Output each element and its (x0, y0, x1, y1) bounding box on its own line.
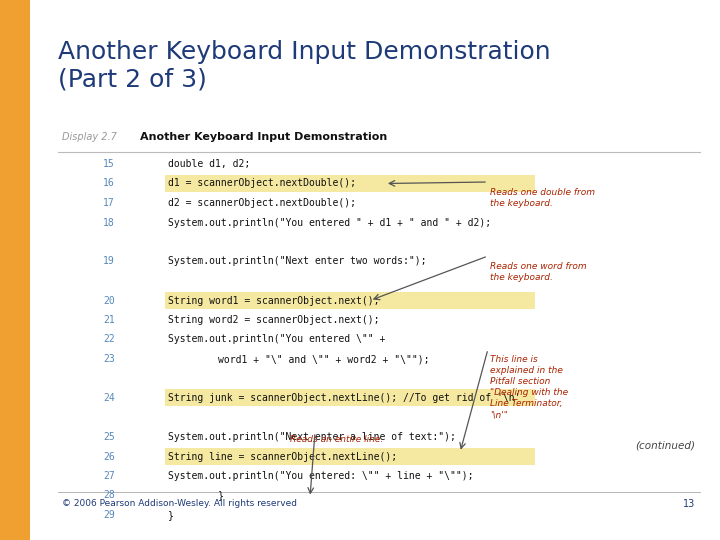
Text: System.out.println("Next enter two words:");: System.out.println("Next enter two words… (168, 256, 426, 267)
Text: 26: 26 (103, 451, 115, 462)
Text: 25: 25 (103, 432, 115, 442)
Text: 23: 23 (103, 354, 115, 364)
Text: 22: 22 (103, 334, 115, 345)
Text: String junk = scannerObject.nextLine(); //To get rid of '\n': String junk = scannerObject.nextLine(); … (168, 393, 521, 403)
Text: Reads an entire line.: Reads an entire line. (290, 435, 383, 444)
Text: This line is
explained in the
Pitfall section
"Dealing with the
Line Terminator,: This line is explained in the Pitfall se… (490, 355, 568, 420)
Text: String line = scannerObject.nextLine();: String line = scannerObject.nextLine(); (168, 451, 397, 462)
Text: Display 2.7: Display 2.7 (62, 132, 117, 142)
Text: 13: 13 (683, 499, 695, 509)
Text: d2 = scannerObject.nextDouble();: d2 = scannerObject.nextDouble(); (168, 198, 356, 208)
Text: 24: 24 (103, 393, 115, 403)
Text: String word1 = scannerObject.next();: String word1 = scannerObject.next(); (168, 295, 379, 306)
Text: System.out.println("You entered " + d1 + " and " + d2);: System.out.println("You entered " + d1 +… (168, 218, 491, 227)
Bar (165, 174, 535, 192)
Text: Another Keyboard Input Demonstration: Another Keyboard Input Demonstration (58, 40, 551, 64)
Text: System.out.println("You entered: \"" + line + "\"");: System.out.println("You entered: \"" + l… (168, 471, 474, 481)
Text: double d1, d2;: double d1, d2; (168, 159, 251, 169)
Text: System.out.println("Next enter a line of text:");: System.out.println("Next enter a line of… (168, 432, 456, 442)
Text: 18: 18 (103, 218, 115, 227)
Text: 17: 17 (103, 198, 115, 208)
Text: 19: 19 (103, 256, 115, 267)
Bar (165, 389, 535, 406)
Text: Another Keyboard Input Demonstration: Another Keyboard Input Demonstration (140, 132, 387, 142)
Text: Reads one word from
the keyboard.: Reads one word from the keyboard. (490, 262, 587, 282)
Text: 15: 15 (103, 159, 115, 169)
Text: 16: 16 (103, 179, 115, 188)
Bar (165, 292, 535, 309)
Text: 27: 27 (103, 471, 115, 481)
Text: 28: 28 (103, 490, 115, 501)
Text: 21: 21 (103, 315, 115, 325)
Text: © 2006 Pearson Addison-Wesley. All rights reserved: © 2006 Pearson Addison-Wesley. All right… (62, 500, 297, 509)
Text: }: } (168, 510, 174, 520)
Text: (Part 2 of 3): (Part 2 of 3) (58, 68, 207, 92)
Text: (continued): (continued) (635, 440, 695, 450)
Text: word1 + "\" and \"" + word2 + "\"");: word1 + "\" and \"" + word2 + "\""); (218, 354, 430, 364)
Text: 20: 20 (103, 295, 115, 306)
Bar (0, 0, 30, 540)
Text: 29: 29 (103, 510, 115, 520)
Text: }: } (218, 490, 224, 501)
Text: Reads one double from
the keyboard.: Reads one double from the keyboard. (490, 188, 595, 208)
Text: d1 = scannerObject.nextDouble();: d1 = scannerObject.nextDouble(); (168, 179, 356, 188)
Text: System.out.println("You entered \"" +: System.out.println("You entered \"" + (168, 334, 385, 345)
Bar (165, 448, 535, 465)
Text: String word2 = scannerObject.next();: String word2 = scannerObject.next(); (168, 315, 379, 325)
